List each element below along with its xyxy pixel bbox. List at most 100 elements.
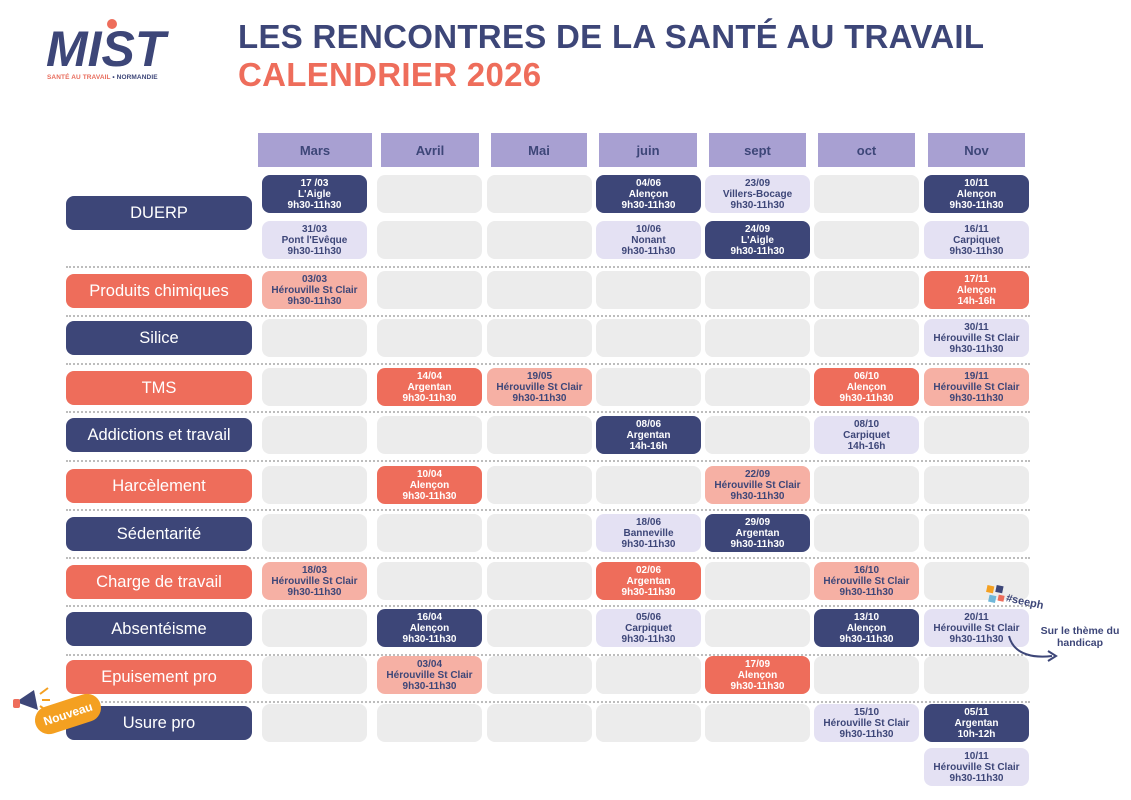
event-cell-tms-avril: 14/04 Argentan 9h30-11h30 xyxy=(377,368,482,406)
event-location: Argentan xyxy=(626,429,671,441)
event-time: 14h-16h xyxy=(847,440,886,452)
event-location: Pont l'Evêque xyxy=(281,234,348,246)
event-cell-duerp-juin: 04/06 Alençon 9h30-11h30 xyxy=(596,175,701,213)
theme-label-duerp: DUERP xyxy=(66,196,252,230)
row-separator xyxy=(66,509,1030,511)
event-time: 10h-12h xyxy=(957,728,996,740)
event-cell-tms-nov: 19/11 Hérouville St Clair 9h30-11h30 xyxy=(924,368,1029,406)
event-time: 9h30-11h30 xyxy=(621,245,676,257)
theme-label-silice: Silice xyxy=(66,321,252,355)
event-date: 15/10 xyxy=(853,706,880,718)
row-separator xyxy=(66,557,1030,559)
event-cell-sedentarite-juin: 18/06 Banneville 9h30-11h30 xyxy=(596,514,701,552)
theme-label-produits-chimiques: Produits chimiques xyxy=(66,274,252,308)
event-time: 9h30-11h30 xyxy=(402,633,457,645)
empty-cell xyxy=(924,562,1029,600)
event-date: 17 /03 xyxy=(300,177,329,189)
empty-cell xyxy=(596,368,701,406)
event-location: Hérouville St Clair xyxy=(496,381,583,393)
event-location: Carpiquet xyxy=(625,622,672,634)
event-date: 17/11 xyxy=(964,273,989,285)
event-time: 9h30-11h30 xyxy=(402,490,457,502)
theme-label-tms: TMS xyxy=(66,371,252,405)
empty-cell xyxy=(705,416,810,454)
month-header-juin: juin xyxy=(599,133,697,167)
event-date: 03/03 xyxy=(301,273,328,285)
empty-cell xyxy=(487,656,592,694)
event-location: Hérouville St Clair xyxy=(933,381,1020,393)
empty-cell xyxy=(705,319,810,357)
event-cell-usure-pro-nov: 10/11 Hérouville St Clair 9h30-11h30 xyxy=(924,748,1029,786)
empty-cell xyxy=(596,271,701,309)
empty-cell xyxy=(487,466,592,504)
event-cell-produits-chimiques-nov: 17/11 Alençon 14h-16h xyxy=(924,271,1029,309)
event-time: 9h30-11h30 xyxy=(287,245,342,257)
event-time: 9h30-11h30 xyxy=(730,538,785,550)
empty-cell xyxy=(487,221,592,259)
event-cell-absenteisme-juin: 05/06 Carpiquet 9h30-11h30 xyxy=(596,609,701,647)
event-cell-addictions-et-travail-oct: 08/10 Carpiquet 14h-16h xyxy=(814,416,919,454)
event-cell-harcelement-avril: 10/04 Alençon 9h30-11h30 xyxy=(377,466,482,504)
empty-cell xyxy=(487,514,592,552)
empty-cell xyxy=(262,319,367,357)
event-date: 16/10 xyxy=(853,564,880,576)
empty-cell xyxy=(262,609,367,647)
event-location: Hérouville St Clair xyxy=(933,332,1020,344)
empty-cell xyxy=(924,466,1029,504)
seeph-logo: #seeph xyxy=(981,578,1061,629)
event-time: 9h30-11h30 xyxy=(839,728,894,740)
row-separator xyxy=(66,701,1030,703)
event-date: 20/11 xyxy=(964,611,989,623)
event-time: 9h30-11h30 xyxy=(949,343,1004,355)
event-location: Banneville xyxy=(623,527,674,539)
empty-cell xyxy=(596,704,701,742)
event-location: Alençon xyxy=(737,669,778,681)
event-time: 9h30-11h30 xyxy=(949,392,1004,404)
empty-cell xyxy=(596,656,701,694)
event-date: 29/09 xyxy=(744,516,771,528)
empty-cell xyxy=(487,271,592,309)
event-cell-duerp-juin: 10/06 Nonant 9h30-11h30 xyxy=(596,221,701,259)
event-date: 18/03 xyxy=(301,564,328,576)
row-separator xyxy=(66,460,1030,462)
month-header-mai: Mai xyxy=(491,133,587,167)
mist-logo-mark: MIST xyxy=(46,19,170,72)
event-date: 14/04 xyxy=(416,370,443,382)
event-date: 19/11 xyxy=(964,370,989,382)
event-time: 9h30-11h30 xyxy=(402,392,457,404)
event-date: 16/11 xyxy=(964,223,989,235)
empty-cell xyxy=(924,514,1029,552)
event-time: 9h30-11h30 xyxy=(287,586,342,598)
event-date: 05/11 xyxy=(964,706,989,718)
empty-cell xyxy=(377,319,482,357)
event-date: 10/11 xyxy=(964,177,989,189)
event-cell-epuisement-pro-avril: 03/04 Hérouville St Clair 9h30-11h30 xyxy=(377,656,482,694)
event-time: 14h-16h xyxy=(629,440,668,452)
empty-cell xyxy=(814,514,919,552)
event-location: Hérouville St Clair xyxy=(271,284,358,296)
event-time: 9h30-11h30 xyxy=(621,633,676,645)
event-cell-usure-pro-nov: 05/11 Argentan 10h-12h xyxy=(924,704,1029,742)
event-location: Alençon xyxy=(956,284,997,296)
event-location: Nonant xyxy=(631,234,666,246)
event-location: Alençon xyxy=(956,188,997,200)
empty-cell xyxy=(262,368,367,406)
mist-logo: MIST SANTÉ AU TRAVAIL • NORMANDIE xyxy=(44,16,174,86)
event-cell-duerp-sept: 24/09 L'Aigle 9h30-11h30 xyxy=(705,221,810,259)
event-date: 05/06 xyxy=(635,611,662,623)
empty-cell xyxy=(487,704,592,742)
empty-cell xyxy=(924,416,1029,454)
empty-cell xyxy=(487,562,592,600)
empty-cell xyxy=(377,704,482,742)
event-cell-charge-de-travail-mars: 18/03 Hérouville St Clair 9h30-11h30 xyxy=(262,562,367,600)
seeph-logo-icon xyxy=(986,584,1005,603)
event-location: L'Aigle xyxy=(298,188,331,200)
theme-label-absenteisme: Absentéisme xyxy=(66,612,252,646)
event-time: 9h30-11h30 xyxy=(287,295,342,307)
event-date: 10/06 xyxy=(635,223,662,235)
event-cell-tms-mai: 19/05 Hérouville St Clair 9h30-11h30 xyxy=(487,368,592,406)
event-date: 17/09 xyxy=(744,658,771,670)
empty-cell xyxy=(377,271,482,309)
event-date: 10/04 xyxy=(416,468,443,480)
event-time: 9h30-11h30 xyxy=(621,538,676,550)
